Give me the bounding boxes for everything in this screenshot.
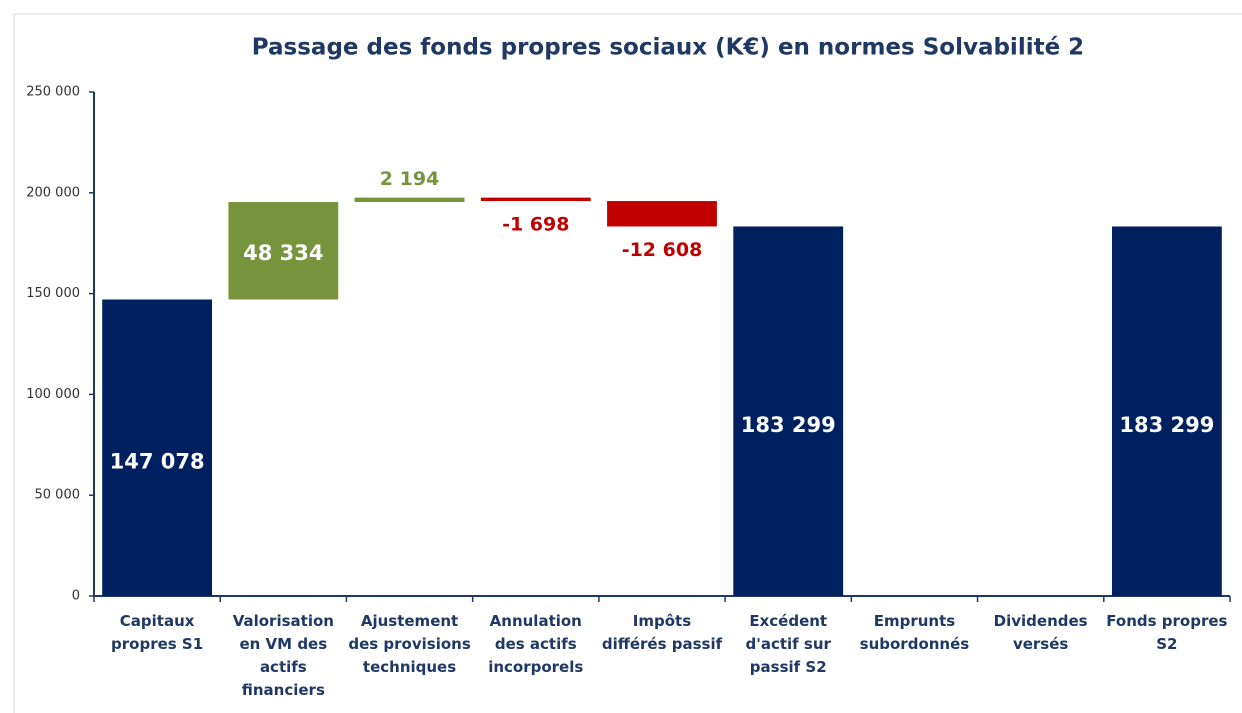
x-tick-label: Dividendes versés [993, 612, 1088, 653]
y-tick-label: 200 000 [26, 185, 80, 200]
bar [480, 197, 591, 202]
bar [1111, 226, 1222, 596]
value-label: 2 194 [380, 168, 440, 190]
y-tick-label: 0 [72, 589, 80, 604]
value-label: -12 608 [622, 239, 703, 261]
bar [102, 299, 213, 596]
y-tick-label: 100 000 [26, 387, 80, 402]
value-label: 48 334 [243, 241, 323, 265]
value-label: 147 078 [110, 450, 205, 474]
bar [733, 226, 844, 596]
value-label: -1 698 [502, 214, 569, 236]
y-tick-label: 50 000 [35, 488, 81, 503]
x-tick-label: Ajustement des provisions techniques [348, 612, 471, 676]
x-tick-label: Excédent d'actif sur passif S2 [745, 612, 831, 676]
value-label: 183 299 [741, 413, 836, 437]
x-tick-label: Impôts différés passif [601, 612, 723, 653]
x-tick-label: Capitaux propres S1 [111, 612, 204, 653]
x-tick-label: Valorisation en VM des actifs financiers [232, 612, 334, 699]
y-tick-label: 150 000 [26, 286, 80, 301]
chart-title: Passage des fonds propres sociaux (K€) e… [252, 35, 1084, 61]
bar [354, 197, 465, 203]
value-label: 183 299 [1119, 413, 1214, 437]
x-tick-label: Emprunts subordonnés [859, 612, 970, 653]
chart-frame [13, 13, 1242, 713]
x-tick-label: Fonds propres S2 [1106, 612, 1228, 653]
bar [607, 201, 717, 227]
x-tick-label: Annulation des actifs incorporels [488, 612, 584, 676]
y-tick-label: 250 000 [26, 85, 80, 100]
bar [228, 202, 339, 300]
